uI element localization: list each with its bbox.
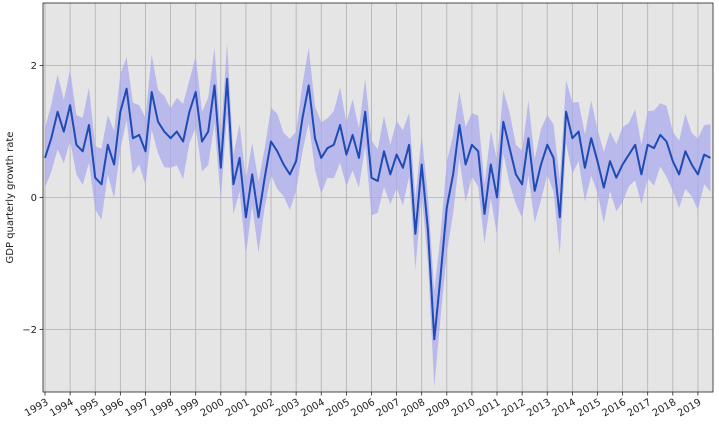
x-tick-label: 2019 <box>676 397 704 419</box>
x-tick-label: 2003 <box>274 397 302 419</box>
grid <box>43 3 713 392</box>
x-tick-label: 1998 <box>149 397 177 419</box>
x-tick-label: 2006 <box>349 397 377 419</box>
y-axis: −2 0 2 <box>22 61 43 336</box>
x-tick-label: 2005 <box>324 397 352 419</box>
y-tick-label: −2 <box>22 325 37 336</box>
y-tick-label: 2 <box>31 61 37 72</box>
y-tick-label: 0 <box>31 193 37 204</box>
x-tick-label: 1993 <box>23 397 51 419</box>
x-tick-label: 2012 <box>500 397 528 419</box>
x-tick-label: 1997 <box>123 397 151 419</box>
x-tick-label: 2010 <box>450 397 478 419</box>
x-tick-label: 2009 <box>425 397 453 419</box>
x-tick-label: 2017 <box>626 397 654 419</box>
x-tick-label: 2001 <box>224 397 252 419</box>
x-tick-label: 2015 <box>575 397 603 419</box>
x-tick-label: 2004 <box>299 397 327 419</box>
x-tick-label: 2007 <box>375 397 403 419</box>
x-tick-label: 2002 <box>249 397 277 419</box>
x-tick-label: 1995 <box>73 397 101 419</box>
gdp-growth-line <box>44 77 711 341</box>
x-axis: 1993199419951996199719981999200020012002… <box>23 392 703 419</box>
x-tick-label: 1994 <box>48 397 76 419</box>
x-tick-label: 2018 <box>651 397 679 419</box>
x-tick-label: 1996 <box>98 397 126 419</box>
confidence-band <box>45 43 711 387</box>
x-tick-label: 1999 <box>174 397 202 419</box>
x-tick-label: 2008 <box>400 397 428 419</box>
x-tick-label: 2013 <box>525 397 553 419</box>
x-tick-label: 2014 <box>550 397 578 419</box>
x-tick-label: 2000 <box>199 397 227 419</box>
y-axis-label: GDP quarterly growth rate <box>5 132 16 264</box>
x-tick-label: 2016 <box>601 397 629 419</box>
x-tick-label: 2011 <box>475 397 503 419</box>
